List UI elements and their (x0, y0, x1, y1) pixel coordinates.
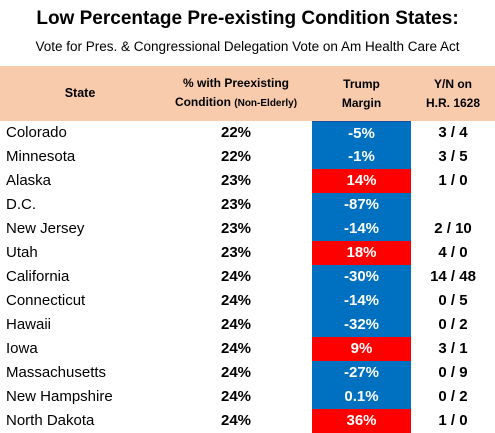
trump-margin-cell: 18% (312, 241, 411, 265)
yn-vote-cell: 1 / 0 (438, 412, 468, 429)
yn-vote-cell: 3 / 5 (438, 148, 468, 165)
state-cell: New Jersey (6, 220, 85, 237)
table-row: Massachusetts 24% -27% 0 / 9 (0, 361, 495, 385)
state-cell: Connecticut (6, 292, 86, 309)
header-yn-line2: H.R. 1628 (425, 95, 481, 110)
trump-margin-cell: -87% (312, 193, 411, 217)
trump-margin-cell: -1% (312, 145, 411, 169)
table-row: Hawaii 24% -32% 0 / 2 (0, 313, 495, 337)
header-preexisting-line2: Condition (Non-Elderly) (160, 93, 312, 113)
header-yn-vote: Y/N on H.R. 1628 (411, 66, 495, 121)
trump-margin-cell: 9% (312, 337, 411, 361)
yn-vote-cell: 0 / 5 (438, 292, 468, 309)
table-row: D.C. 23% -87% (0, 193, 495, 217)
yn-vote-cell: 0 / 9 (438, 364, 468, 381)
state-cell: Utah (6, 244, 38, 261)
state-cell: North Dakota (6, 412, 95, 429)
preexisting-pct-cell: 24% (220, 412, 252, 429)
state-cell: Minnesota (6, 148, 76, 165)
preexisting-pct-cell: 23% (220, 196, 252, 213)
table-row: Connecticut 24% -14% 0 / 5 (0, 289, 495, 313)
trump-margin-cell: 14% (312, 169, 411, 193)
header-preexisting-condition: Condition (174, 95, 231, 109)
header-yn-line1: Y/N on (434, 76, 472, 91)
preexisting-pct-cell: 22% (220, 148, 252, 165)
header-state-label: State (64, 86, 96, 100)
yn-vote-cell: 1 / 0 (438, 172, 468, 189)
yn-vote-cell: 3 / 4 (438, 124, 468, 141)
table-row: Colorado 22% -5% 3 / 4 (0, 121, 495, 146)
trump-margin-cell: -27% (312, 361, 411, 385)
yn-vote-cell: 3 / 1 (438, 340, 468, 357)
state-cell: D.C. (6, 196, 36, 213)
subtitle: Vote for Pres. & Congressional Delegatio… (35, 39, 460, 54)
table-row: New Hampshire 24% 0.1% 0 / 2 (0, 385, 495, 409)
table-row: North Dakota 24% 36% 1 / 0 (0, 409, 495, 433)
yn-vote-cell: 0 / 2 (438, 388, 468, 405)
state-cell: Massachusetts (6, 364, 107, 381)
header-trump-line2: Margin (341, 95, 382, 110)
state-cell: Alaska (6, 172, 52, 189)
preexisting-pct-cell: 23% (220, 244, 252, 261)
title-colon: : (452, 8, 459, 29)
preexisting-pct-cell: 24% (220, 364, 252, 381)
state-cell: Hawaii (6, 316, 52, 333)
trump-margin-cell: -14% (312, 217, 411, 241)
trump-margin-cell: -5% (312, 121, 411, 146)
page-title: Low Percentage Pre-existing Condition St… (0, 8, 495, 30)
trump-margin-cell: -14% (312, 289, 411, 313)
yn-vote-cell: 2 / 10 (434, 220, 472, 237)
header-state: State (0, 66, 160, 121)
table-row: Alaska 23% 14% 1 / 0 (0, 169, 495, 193)
preexisting-pct-cell: 24% (220, 388, 252, 405)
preexisting-pct-cell: 24% (220, 340, 252, 357)
preexisting-pct-cell: 23% (220, 220, 252, 237)
header-trump-margin: Trump Margin (312, 66, 411, 121)
header-preexisting-line1: % with Preexisting (182, 76, 290, 90)
trump-margin-cell: 36% (312, 409, 411, 433)
header-preexisting-qualifier: (Non-Elderly) (234, 98, 298, 109)
preexisting-pct-cell: 24% (220, 316, 252, 333)
table-row: California 24% -30% 14 / 48 (0, 265, 495, 289)
state-cell: Iowa (6, 340, 38, 357)
table-row: Utah 23% 18% 4 / 0 (0, 241, 495, 265)
state-cell: California (6, 268, 70, 285)
trump-margin-cell: 0.1% (312, 385, 411, 409)
yn-vote-cell: 14 / 48 (430, 268, 476, 285)
state-cell: Colorado (6, 124, 67, 141)
title-text: Low Percentage Pre-existing Condition St… (36, 8, 453, 29)
trump-margin-cell: -30% (312, 265, 411, 289)
preexisting-pct-cell: 24% (220, 268, 252, 285)
yn-vote-cell: 0 / 2 (438, 316, 468, 333)
state-cell: New Hampshire (6, 388, 113, 405)
yn-vote-cell: 4 / 0 (438, 244, 468, 261)
table-header: State % with Preexisting Condition (Non-… (0, 66, 495, 121)
preexisting-pct-cell: 24% (220, 292, 252, 309)
trump-margin-cell: -32% (312, 313, 411, 337)
yn-vote-cell (411, 193, 495, 217)
table-row: Iowa 24% 9% 3 / 1 (0, 337, 495, 361)
table-row: New Jersey 23% -14% 2 / 10 (0, 217, 495, 241)
preexisting-pct-cell: 22% (220, 124, 252, 141)
preexisting-pct-cell: 23% (220, 172, 252, 189)
table-row: Minnesota 22% -1% 3 / 5 (0, 145, 495, 169)
header-trump-line1: Trump (343, 76, 380, 91)
table-body: Colorado 22% -5% 3 / 4 Minnesota 22% -1% 3 / 5 A… (0, 121, 495, 433)
header-preexisting: % with Preexisting Condition (Non-Elderl… (160, 66, 312, 121)
